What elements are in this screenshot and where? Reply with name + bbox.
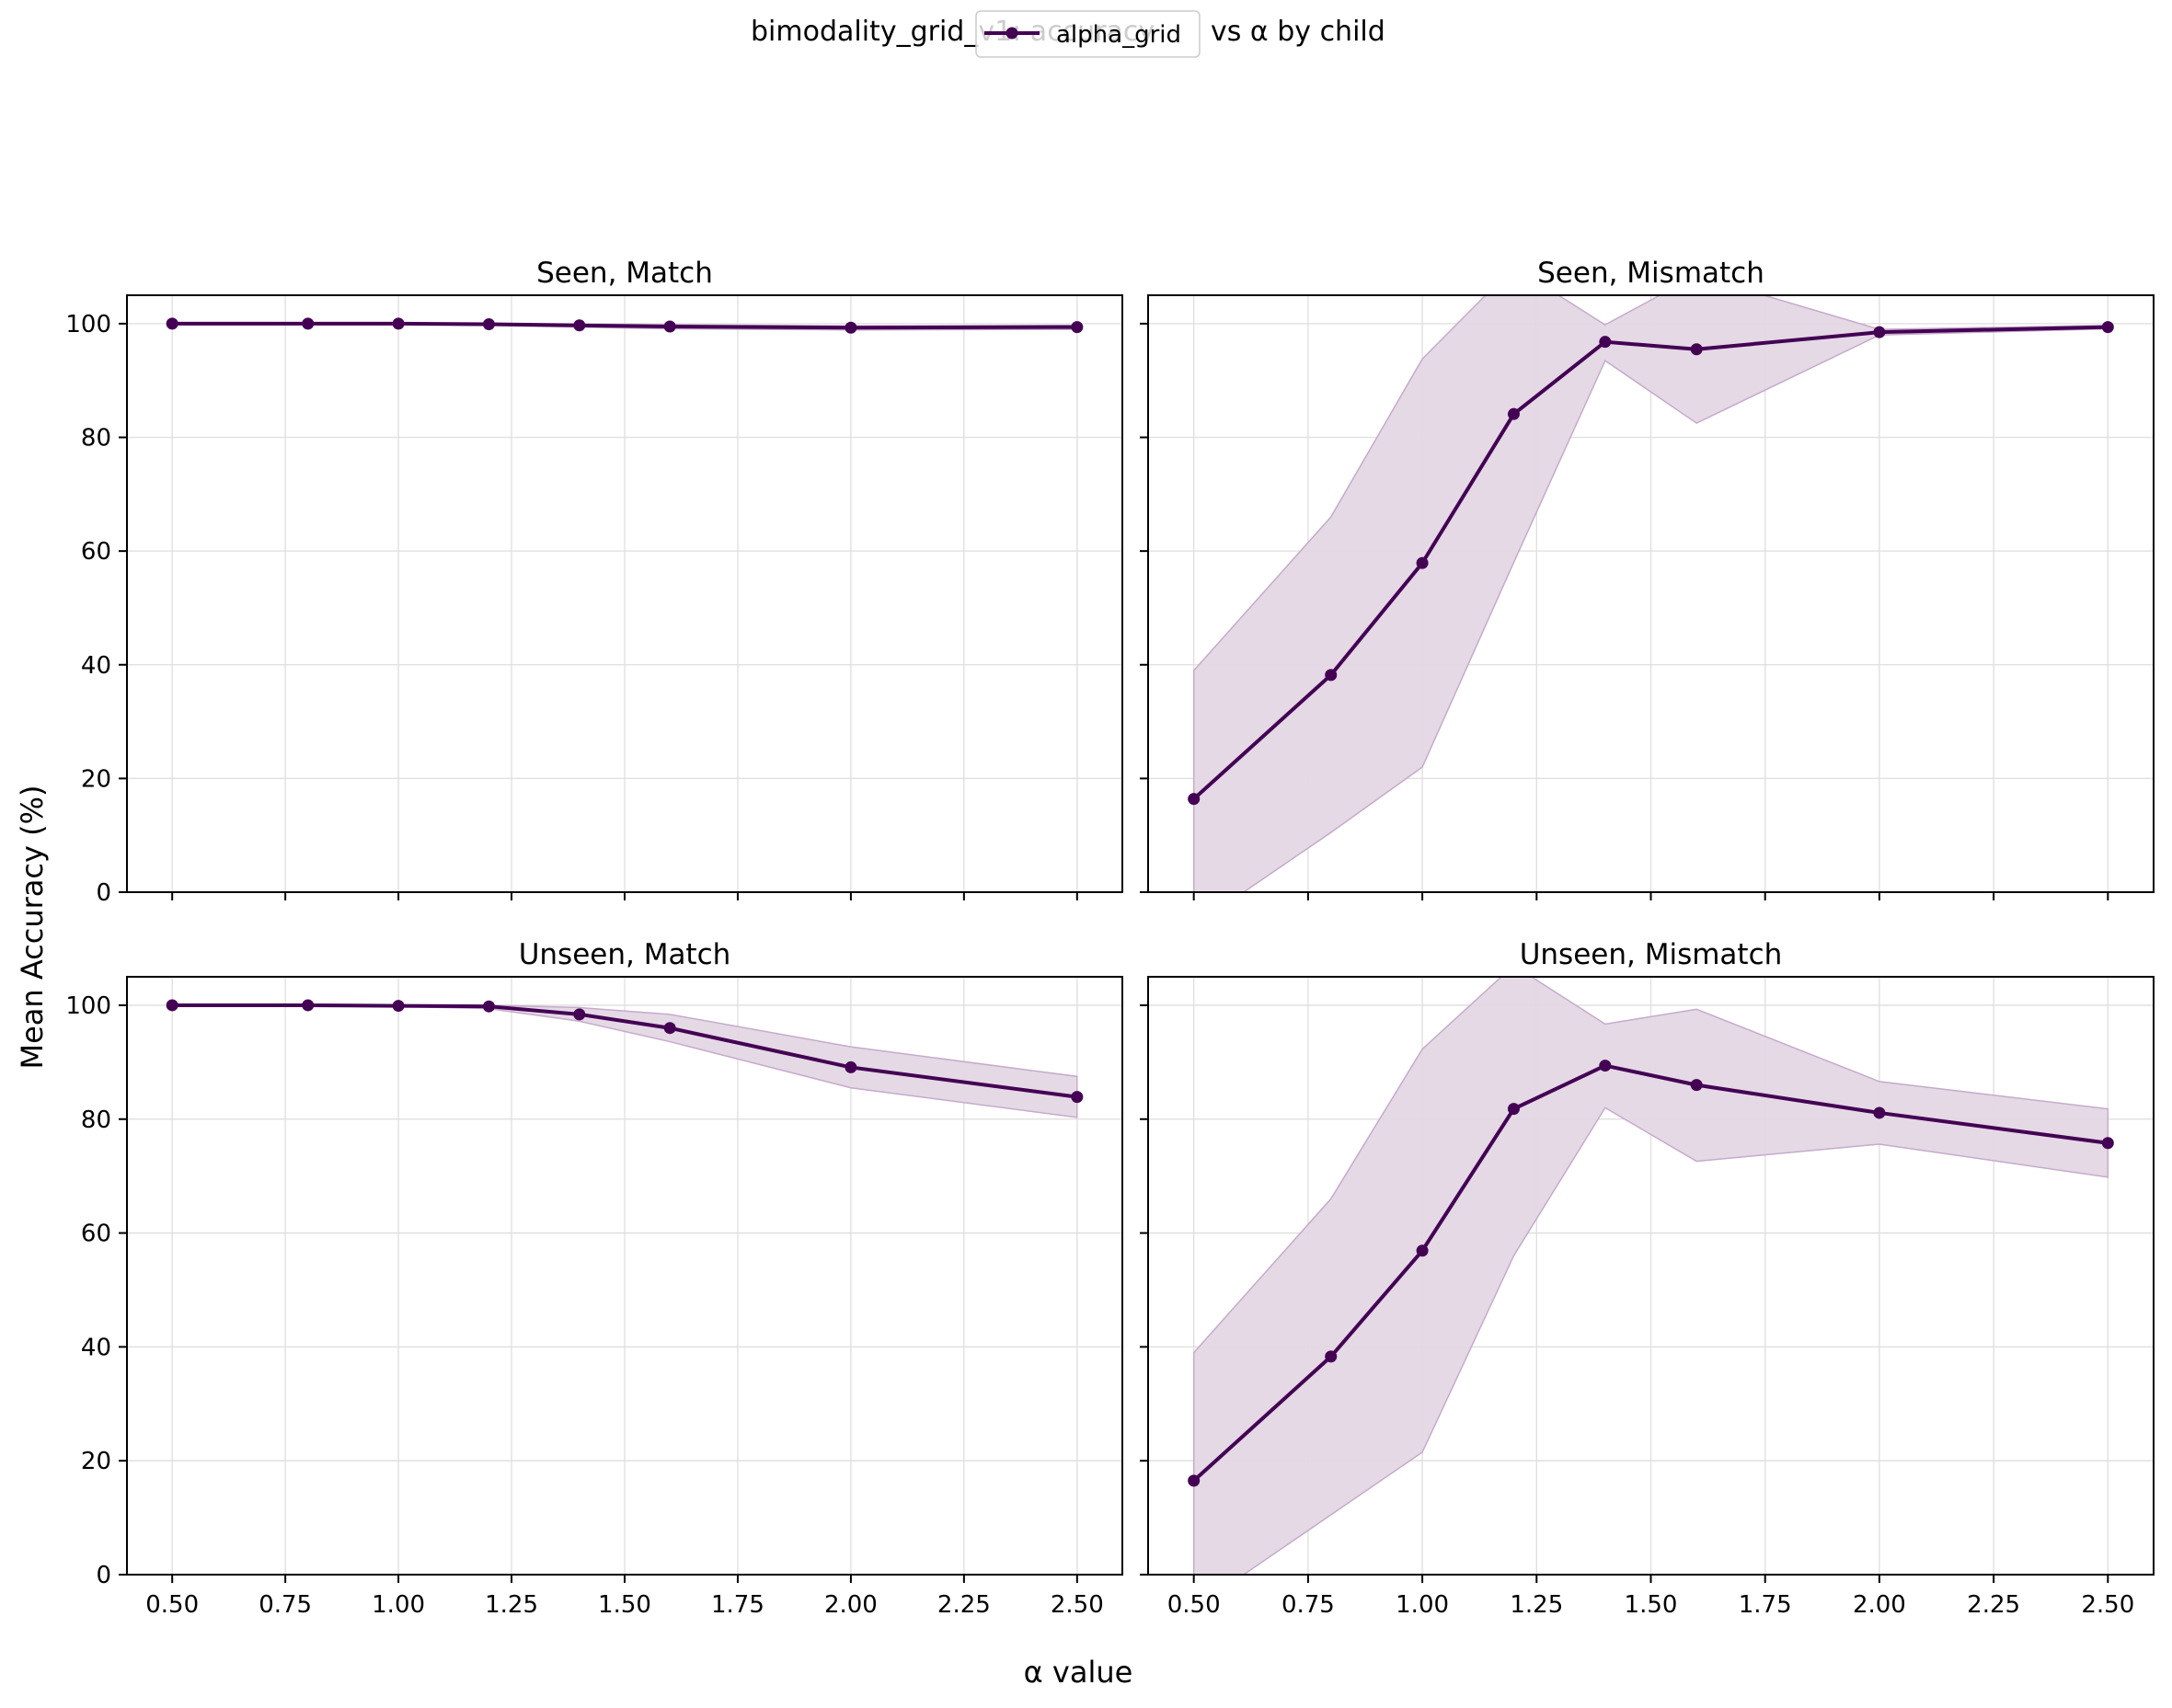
y-tick-label: 40 xyxy=(81,652,111,680)
data-point xyxy=(1690,343,1703,356)
x-tick-label: 2.00 xyxy=(824,1591,878,1619)
data-point xyxy=(1325,1350,1338,1363)
legend-frame xyxy=(975,10,1201,58)
data-point xyxy=(1325,669,1338,682)
subplot-grid: 0 20 40 60 80 100 Seen, Match Seen, Mismatch 0.5… xyxy=(65,257,2155,1619)
panel-title: Unseen, Mismatch xyxy=(1520,938,1783,971)
y-tick-label: 60 xyxy=(81,538,111,566)
data-point xyxy=(663,1022,676,1035)
panel-title: Seen, Match xyxy=(536,257,713,290)
x-tick-label: 1.00 xyxy=(1396,1591,1449,1619)
data-point xyxy=(166,999,178,1012)
series-line xyxy=(172,1003,1078,1099)
x-tick-label: 0.50 xyxy=(1167,1591,1221,1619)
y-tick-label: 40 xyxy=(81,1334,111,1361)
data-point xyxy=(392,317,405,330)
x-tick-label: 2.50 xyxy=(2081,1591,2134,1619)
x-tick-label: 1.00 xyxy=(372,1591,425,1619)
data-point xyxy=(1188,1474,1201,1487)
x-tick-label: 1.50 xyxy=(1625,1591,1678,1619)
x-tick-label: 1.50 xyxy=(598,1591,651,1619)
x-tick-label: 1.75 xyxy=(1739,1591,1792,1619)
y-tick-label: 80 xyxy=(81,425,111,453)
x-tick-label: 0.75 xyxy=(1281,1591,1335,1619)
data-point xyxy=(845,1060,857,1073)
panel-3: 0.50 0.75 1.00 1.25 1.50 1.75 2.00 2.25 2.50 0 20 4… xyxy=(65,938,1123,1619)
panel-title: Seen, Mismatch xyxy=(1537,257,1764,290)
legend-marker-swatch xyxy=(1006,27,1018,40)
data-point xyxy=(302,999,315,1012)
y-axis-label: Mean Accuracy (%) xyxy=(15,785,50,1070)
panel-1: 0 20 40 60 80 100 Seen, Match xyxy=(65,257,1123,907)
data-point xyxy=(663,320,676,333)
y-tick-label: 0 xyxy=(96,1562,111,1589)
data-point xyxy=(1690,1079,1703,1092)
x-tick-label: 0.50 xyxy=(145,1591,199,1619)
data-point xyxy=(166,317,178,330)
data-point xyxy=(573,1008,586,1021)
series-line xyxy=(172,321,1077,330)
data-point xyxy=(1873,1106,1886,1119)
series-line xyxy=(1192,1063,2109,1483)
y-tick-label: 60 xyxy=(81,1221,111,1248)
data-point xyxy=(1873,326,1886,338)
data-point xyxy=(302,317,315,330)
x-tick-label: 1.75 xyxy=(711,1591,764,1619)
data-point xyxy=(482,318,495,331)
data-point xyxy=(1507,1103,1520,1116)
y-tick-label: 100 xyxy=(65,311,111,338)
data-point xyxy=(2101,1137,2114,1150)
data-point xyxy=(1507,407,1520,420)
y-tick-label: 0 xyxy=(96,879,111,907)
y-tick-label: 20 xyxy=(81,765,111,793)
panel-title: Unseen, Match xyxy=(519,938,731,971)
legend: alpha_grid xyxy=(975,10,1201,58)
x-tick-label: 0.75 xyxy=(259,1591,312,1619)
x-axis-label: α value xyxy=(1024,1655,1133,1690)
legend-label: alpha_grid xyxy=(1056,21,1181,49)
y-tick-label: 100 xyxy=(65,992,111,1020)
data-point xyxy=(845,321,857,334)
data-point xyxy=(1071,321,1084,334)
x-tick-label: 2.00 xyxy=(1853,1591,1906,1619)
panel-2: Seen, Mismatch xyxy=(1140,257,2155,900)
x-tick-label: 1.25 xyxy=(485,1591,538,1619)
data-point xyxy=(1599,1060,1612,1072)
data-point xyxy=(2101,321,2114,334)
panel-4: 0.50 0.75 1.00 1.25 1.50 1.75 2.00 2.25 2.50 Unse… xyxy=(1140,938,2155,1619)
x-tick-label: 2.50 xyxy=(1051,1591,1104,1619)
y-tick-label: 20 xyxy=(81,1448,111,1475)
y-tick-label: 80 xyxy=(81,1106,111,1134)
data-point xyxy=(1071,1091,1084,1104)
data-point xyxy=(392,1000,405,1013)
x-tick-label: 2.25 xyxy=(1967,1591,2020,1619)
data-point xyxy=(1188,793,1201,806)
data-point xyxy=(482,1000,495,1013)
data-point xyxy=(1416,1244,1429,1257)
x-tick-label: 2.25 xyxy=(937,1591,991,1619)
confidence-band xyxy=(1192,977,2109,1575)
data-point xyxy=(1416,556,1429,569)
data-point xyxy=(573,319,586,332)
figure-title-right: vs α by child xyxy=(1211,16,1385,48)
series-line xyxy=(1192,325,2109,801)
x-tick-label: 1.25 xyxy=(1510,1591,1563,1619)
data-point xyxy=(1599,336,1612,349)
